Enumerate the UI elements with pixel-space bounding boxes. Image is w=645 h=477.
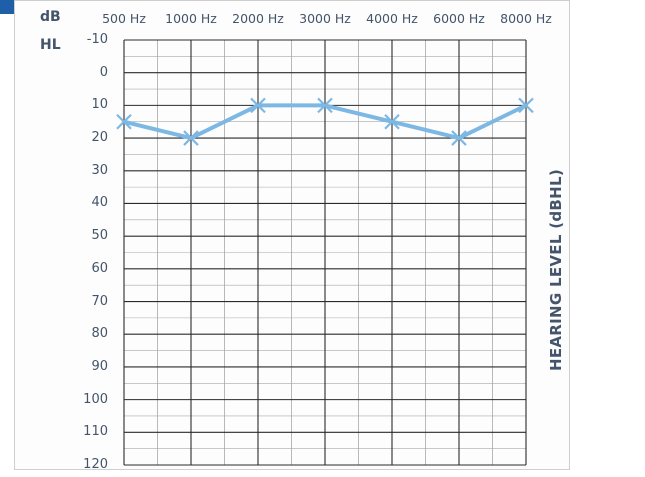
y-tick-label: 80 — [91, 326, 108, 342]
y-tick-label: 0 — [99, 64, 108, 80]
x-tick-label: 8000 Hz — [500, 11, 552, 26]
y-tick-label: 90 — [91, 358, 108, 374]
y-axis-title: HEARING LEVEL (dBHL) — [547, 168, 565, 372]
y-tick-label: 100 — [83, 391, 108, 407]
corner-mark — [0, 0, 14, 14]
data-point-x-marker — [250, 97, 266, 114]
y-tick-label: 30 — [91, 162, 108, 178]
x-tick-label: 4000 Hz — [366, 11, 418, 26]
y-tick-label: 70 — [91, 293, 108, 309]
data-point-x-marker — [183, 130, 199, 146]
data-point-x-marker — [451, 130, 467, 146]
x-tick-label: 2000 Hz — [232, 11, 284, 26]
chart-frame — [14, 0, 570, 470]
x-tick-label: 6000 Hz — [433, 11, 485, 26]
y-tick-label: 10 — [91, 97, 108, 113]
x-tick-label: 1000 Hz — [165, 11, 217, 26]
x-tick-label: 500 Hz — [102, 11, 146, 26]
data-point-x-marker — [518, 97, 534, 114]
x-tick-label: 3000 Hz — [299, 11, 351, 26]
y-unit-top: dB — [40, 9, 61, 25]
y-tick-label: 60 — [91, 260, 108, 276]
data-point-x-marker — [317, 97, 333, 114]
data-point-x-marker — [116, 113, 132, 130]
y-tick-label: -10 — [86, 32, 108, 47]
y-tick-label: 40 — [91, 195, 108, 211]
y-tick-label: 120 — [83, 457, 108, 472]
y-unit-bottom: HL — [40, 37, 61, 53]
y-tick-label: 50 — [91, 228, 108, 244]
y-tick-label: 20 — [91, 130, 108, 146]
data-point-x-marker — [384, 113, 400, 130]
y-tick-label: 110 — [83, 424, 108, 440]
